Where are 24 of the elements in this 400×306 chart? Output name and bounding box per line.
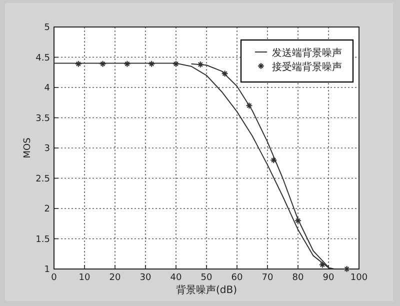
y-tick-label: 5 (44, 23, 50, 33)
x-tick-label: 30 (140, 273, 152, 283)
y-tick-label: 3.5 (36, 114, 50, 124)
x-tick-label: 40 (170, 273, 182, 283)
legend-label: 发送端背景噪声 (272, 47, 342, 59)
y-tick-label: 4.5 (36, 53, 50, 64)
y-tick-label: 3 (44, 144, 50, 154)
x-axis-title: 背景噪声(dB) (176, 284, 238, 296)
x-tick-label: 100 (350, 273, 368, 283)
y-tick-label: 2 (44, 204, 50, 214)
x-tick-label: 10 (78, 273, 90, 283)
x-tick-label: 0 (51, 273, 58, 283)
x-tick-label: 70 (262, 273, 274, 283)
y-tick-label: 1 (44, 265, 50, 275)
x-tick-label: 80 (292, 273, 304, 283)
x-tick-label: 60 (231, 273, 243, 283)
x-tick-label: 50 (200, 273, 212, 283)
y-tick-label: 1.5 (36, 234, 50, 245)
y-tick-label: 2.5 (36, 174, 50, 184)
y-tick-label: 4 (44, 84, 50, 94)
legend-label: 接受端背景噪声 (272, 61, 342, 73)
x-tick-label: 20 (109, 273, 121, 283)
x-tick-label: 90 (322, 273, 334, 283)
y-axis-title: MOS (23, 137, 33, 158)
